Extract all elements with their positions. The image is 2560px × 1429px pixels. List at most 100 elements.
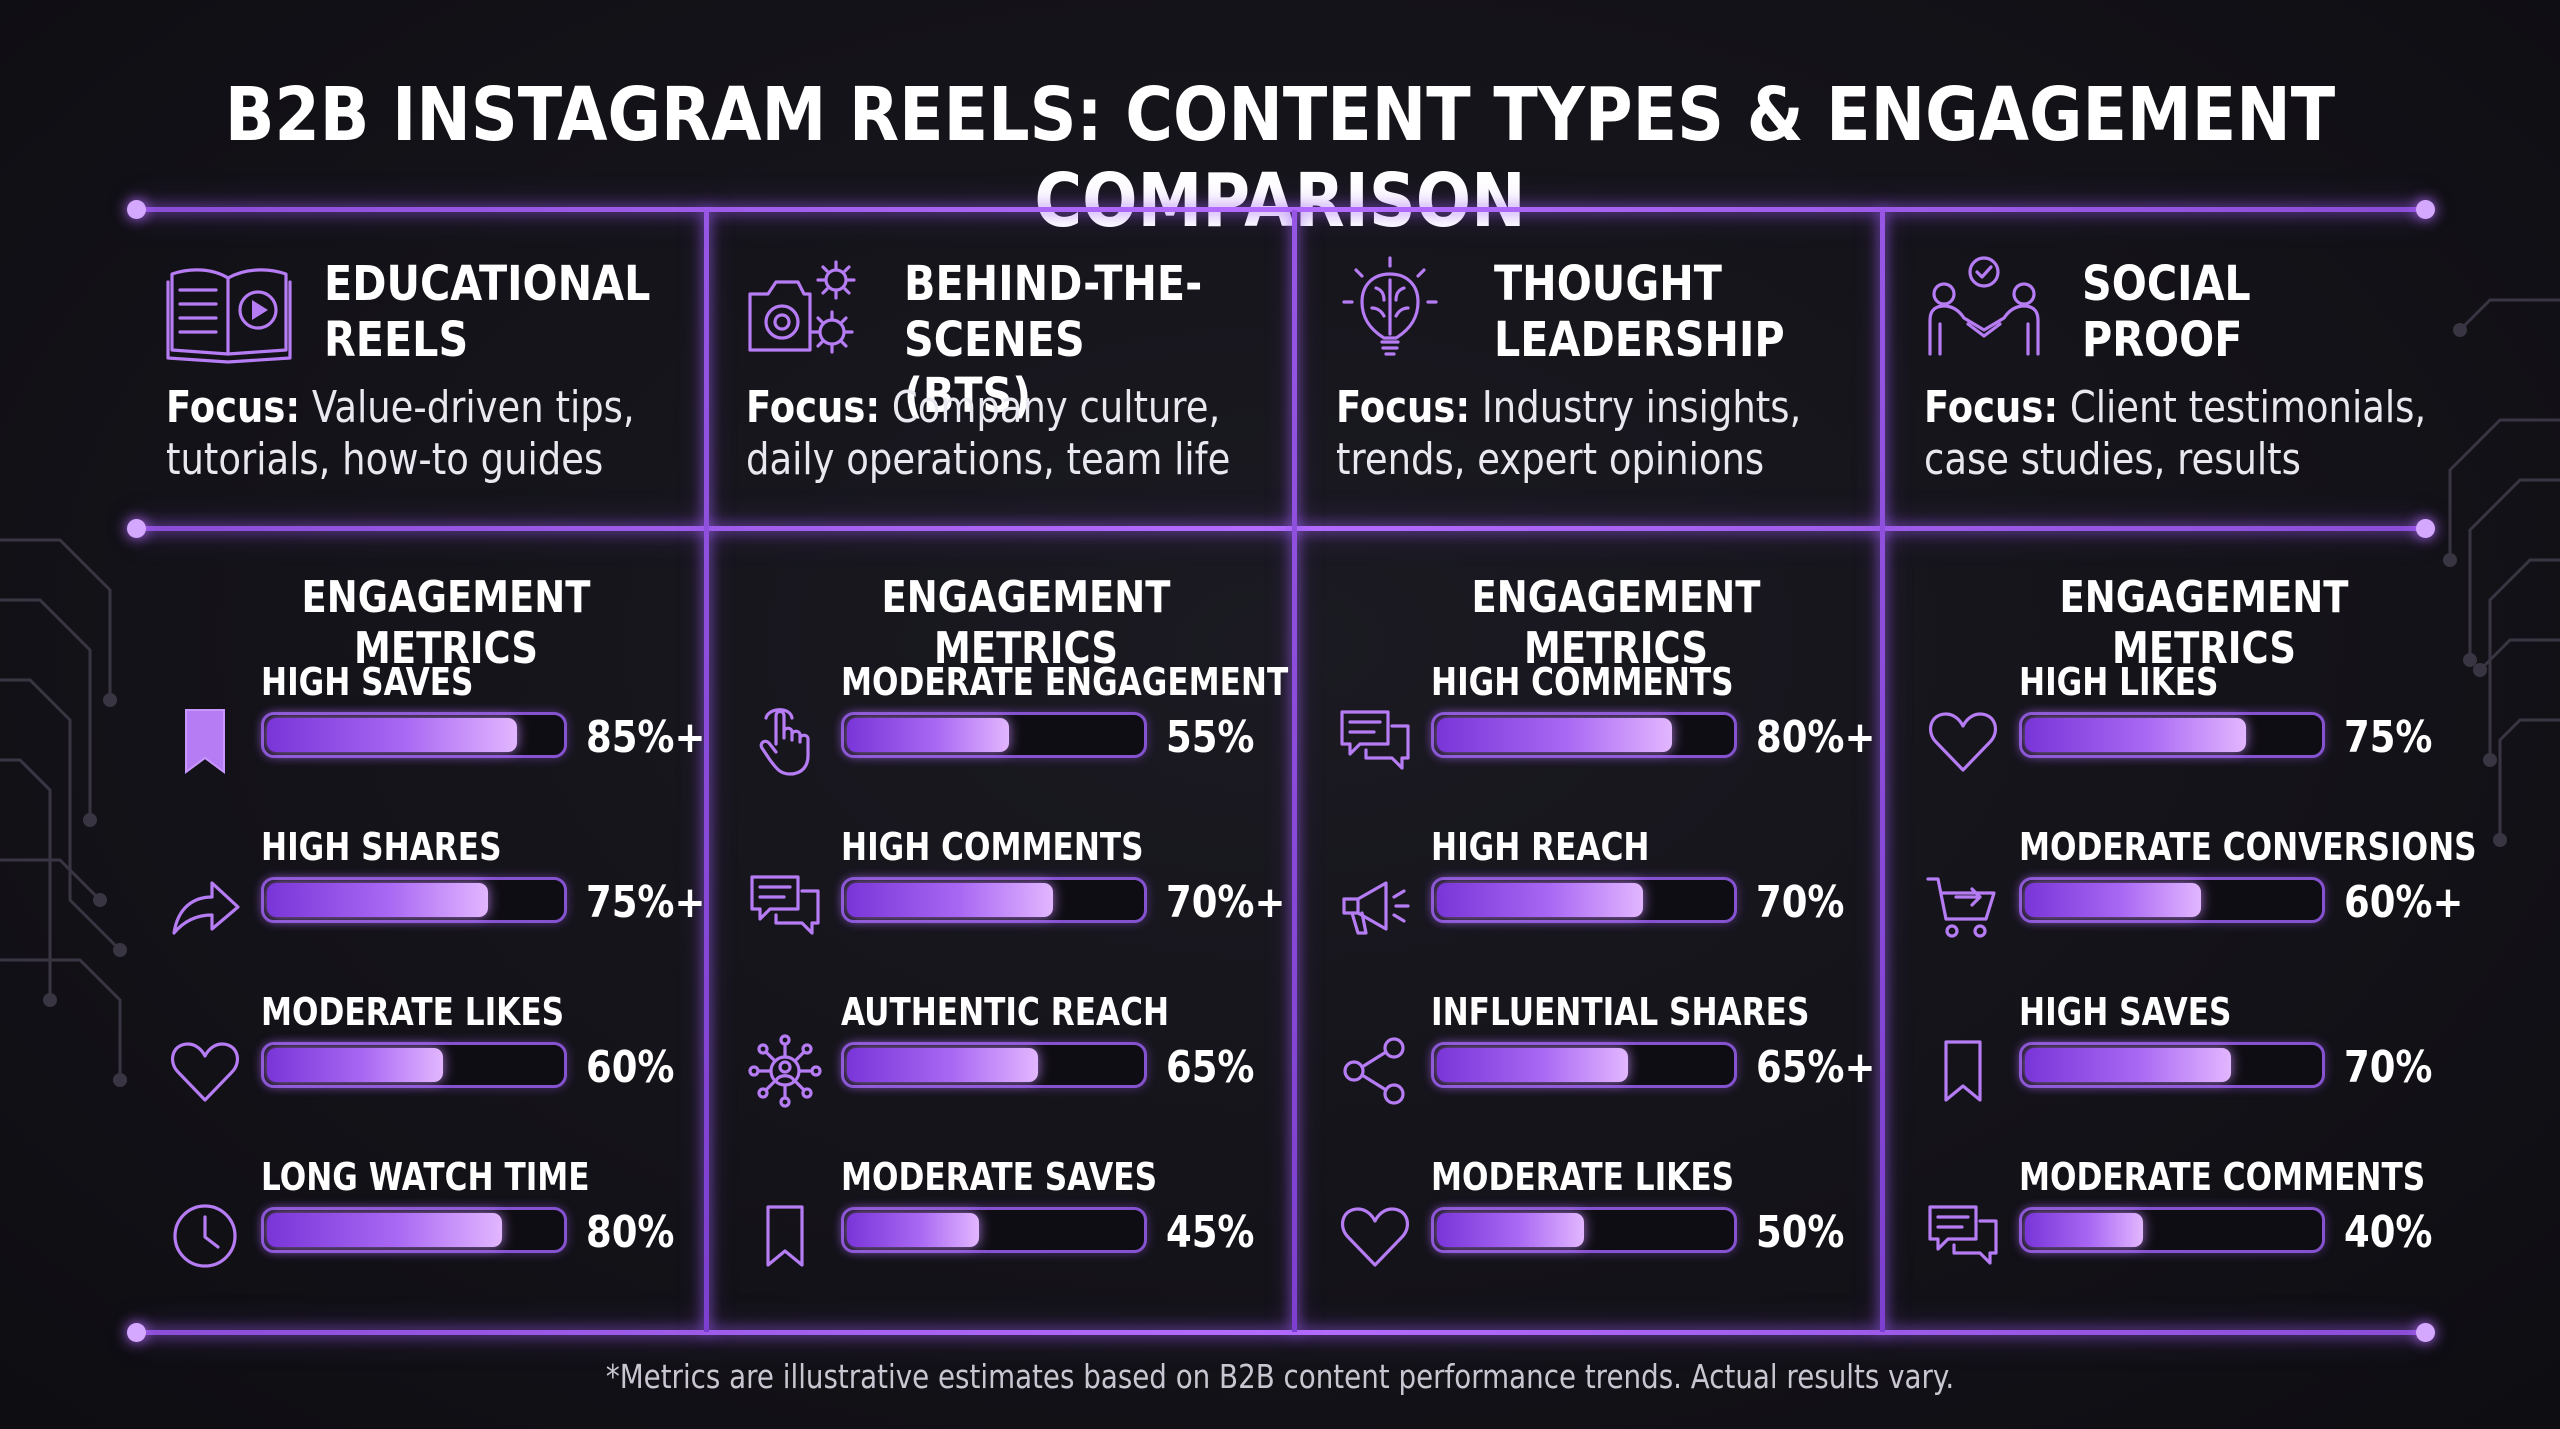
bar-track [841,1207,1147,1253]
camera-gears-icon [748,260,856,354]
bar-track [1431,877,1737,923]
metric-row: HIGH SHARES 75%+ [166,825,766,975]
column-title-line: BEHIND-THE-SCENES [904,256,1203,368]
metric-value: 80%+ [1756,712,1876,763]
focus-label: Focus: [1924,382,2059,433]
column-behind-the-scenes: BEHIND-THE-SCENES (BTS) Focus: Company cu… [746,0,1326,1429]
bar-fill [1437,1048,1628,1082]
metric-row: MODERATE COMMENTS 40% [1924,1155,2524,1305]
metrics-heading: ENGAGEMENT METRICS [2059,572,2349,674]
focus-label: Focus: [166,382,301,433]
metric-row: MODERATE ENGAGEMENT 55% [746,660,1346,810]
circuit-decoration-left [0,538,127,1087]
bar-fill [2025,1213,2143,1247]
divider-bottom [127,1323,2435,1342]
clock-icon [166,1197,244,1275]
focus-text: Client testimonials, [2069,382,2427,433]
column-title-line: PROOF [2082,312,2243,368]
bar-fill [1437,883,1643,917]
metric-row: HIGH LIKES 75% [1924,660,2524,810]
metric-value: 75%+ [586,877,706,928]
metrics-heading: ENGAGEMENT METRICS [1471,572,1761,674]
metric-row: HIGH SAVES 85%+ [166,660,766,810]
bar-fill [847,1213,979,1247]
chat-bubbles-icon [1924,1197,2002,1275]
column-divider-2 [1292,210,1297,1332]
column-divider-1 [704,210,709,1332]
page-title: B2B INSTAGRAM REELS: CONTENT TYPES & ENG… [224,72,2336,244]
column-title-line: (BTS) [904,368,1032,424]
metric-value: 50% [1756,1207,1845,1258]
bar-track [1431,712,1737,758]
bookmark-filled-icon [166,702,244,780]
metric-row: MODERATE CONVERSIONS 60%+ [1924,825,2524,975]
bar-track [2019,1042,2325,1088]
metric-row: MODERATE SAVES 45% [746,1155,1346,1305]
metric-value: 55% [1166,712,1255,763]
bar-fill [267,1048,443,1082]
column-header: EDUCATIONAL REELS [166,248,746,368]
metric-value: 40% [2344,1207,2433,1258]
metric-label: HIGH COMMENTS [1431,660,1734,704]
column-title-line: EDUCATIONAL [324,256,651,312]
megaphone-icon [1336,867,1414,945]
focus-text: case studies, results [1924,434,2301,485]
bookmark-icon [1924,1032,2002,1110]
bar-fill [847,1048,1038,1082]
focus-description: Focus: Industry insights, trends, expert… [1336,382,1840,486]
share-nodes-icon [1336,1032,1414,1110]
column-thought-leadership: THOUGHT LEADERSHIP Focus: Industry insigh… [1336,0,1916,1429]
metric-value: 75% [2344,712,2433,763]
bar-track [2019,877,2325,923]
cart-icon [1924,867,2002,945]
bar-track [841,877,1147,923]
metric-value: 45% [1166,1207,1255,1258]
column-educational-reels: EDUCATIONAL REELS Focus: Value-driven tip… [166,0,746,1429]
share-arrow-icon [166,867,244,945]
metric-label: LONG WATCH TIME [261,1155,590,1199]
bar-track [2019,1207,2325,1253]
metric-value: 70% [2344,1042,2433,1093]
metric-label: AUTHENTIC REACH [841,990,1170,1034]
heart-icon [1924,702,2002,780]
footnote: *Metrics are illustrative estimates base… [605,1357,1955,1396]
tap-hand-icon [746,702,824,780]
metric-row: HIGH REACH 70% [1336,825,1936,975]
metric-row: HIGH SAVES 70% [1924,990,2524,1140]
chat-bubbles-icon [1336,702,1414,780]
column-divider-3 [1880,210,1885,1332]
bar-track [841,712,1147,758]
metric-value: 60%+ [2344,877,2464,928]
bar-track [2019,712,2325,758]
heart-icon [1336,1197,1414,1275]
bar-fill [2025,718,2246,752]
bookmark-icon [746,1197,824,1275]
column-header: SOCIAL PROOF [1924,248,2504,368]
focus-description: Focus: Value-driven tips, tutorials, how… [166,382,670,486]
metric-label: HIGH SAVES [261,660,474,704]
column-title-line: THOUGHT [1494,256,1722,312]
circuit-decoration-right [2443,298,2560,847]
focus-text: trends, expert opinions [1336,434,1765,485]
chat-bubbles-icon [746,867,824,945]
bar-track [841,1042,1147,1088]
bar-fill [847,718,1009,752]
bar-fill [1437,1213,1584,1247]
metric-row: MODERATE LIKES 50% [1336,1155,1936,1305]
bar-fill [267,1213,502,1247]
focus-description: Focus: Company culture, daily operations… [746,382,1250,486]
metric-value: 85%+ [586,712,706,763]
divider-top [127,200,2435,219]
metric-row: HIGH COMMENTS 70%+ [746,825,1346,975]
metrics-heading: ENGAGEMENT METRICS [301,572,591,674]
handshake-check-icon [1928,256,2040,356]
column-title-line: LEADERSHIP [1494,312,1785,368]
focus-label: Focus: [746,382,881,433]
focus-description: Focus: Client testimonials, case studies… [1924,382,2428,486]
metric-row: HIGH COMMENTS 80%+ [1336,660,1936,810]
column-header: BEHIND-THE-SCENES (BTS) [746,248,1326,424]
focus-text: tutorials, how-to guides [166,434,604,485]
focus-text: Company culture, [891,382,1221,433]
bar-track [1431,1042,1737,1088]
focus-label: Focus: [1336,382,1471,433]
